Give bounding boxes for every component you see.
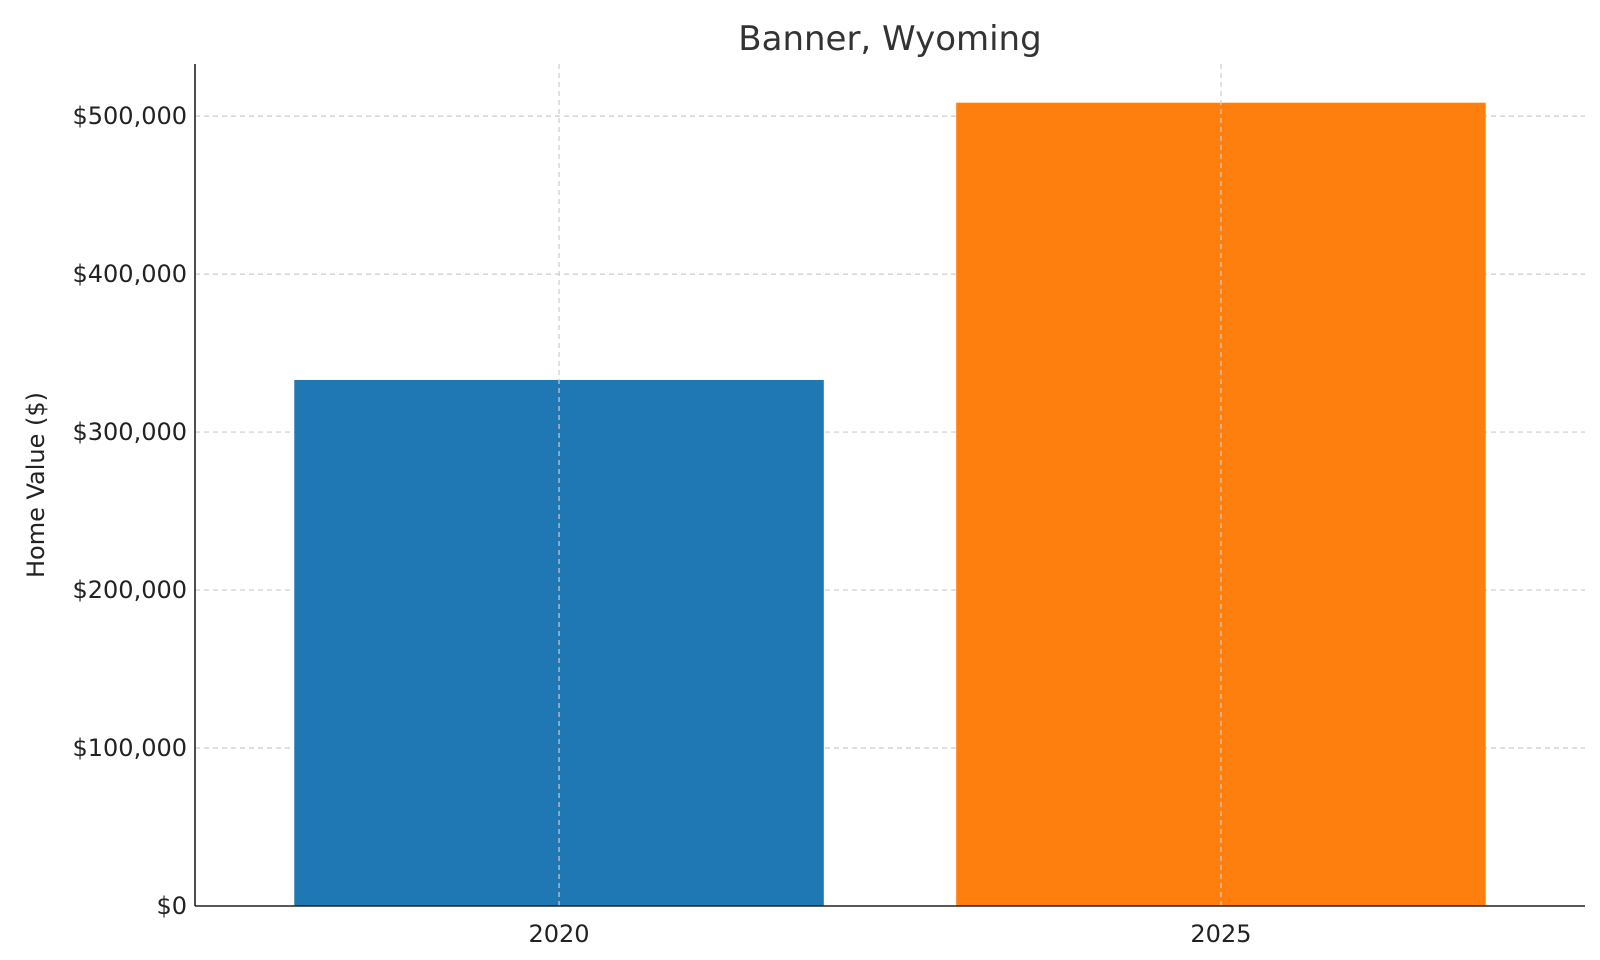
y-tick-label: $500,000: [72, 102, 187, 130]
y-tick-label: $400,000: [72, 260, 187, 288]
x-tick-label: 2025: [1190, 920, 1251, 948]
y-axis-label: Home Value ($): [22, 392, 50, 578]
y-tick-label: $0: [156, 892, 187, 920]
y-tick-label: $300,000: [72, 418, 187, 446]
grid-lines: [195, 115, 1585, 749]
bars: [294, 64, 1486, 907]
axes: [194, 64, 1585, 907]
y-tick-label: $200,000: [72, 576, 187, 604]
y-tick-label: $100,000: [72, 734, 187, 762]
chart-title: Banner, Wyoming: [738, 19, 1041, 59]
y-tick-labels: $0 $100,000 $200,000 $300,000 $400,000 $500,0…: [72, 102, 187, 920]
x-tick-label: 2020: [529, 920, 590, 948]
x-tick-labels: 2020 2025: [529, 920, 1252, 948]
